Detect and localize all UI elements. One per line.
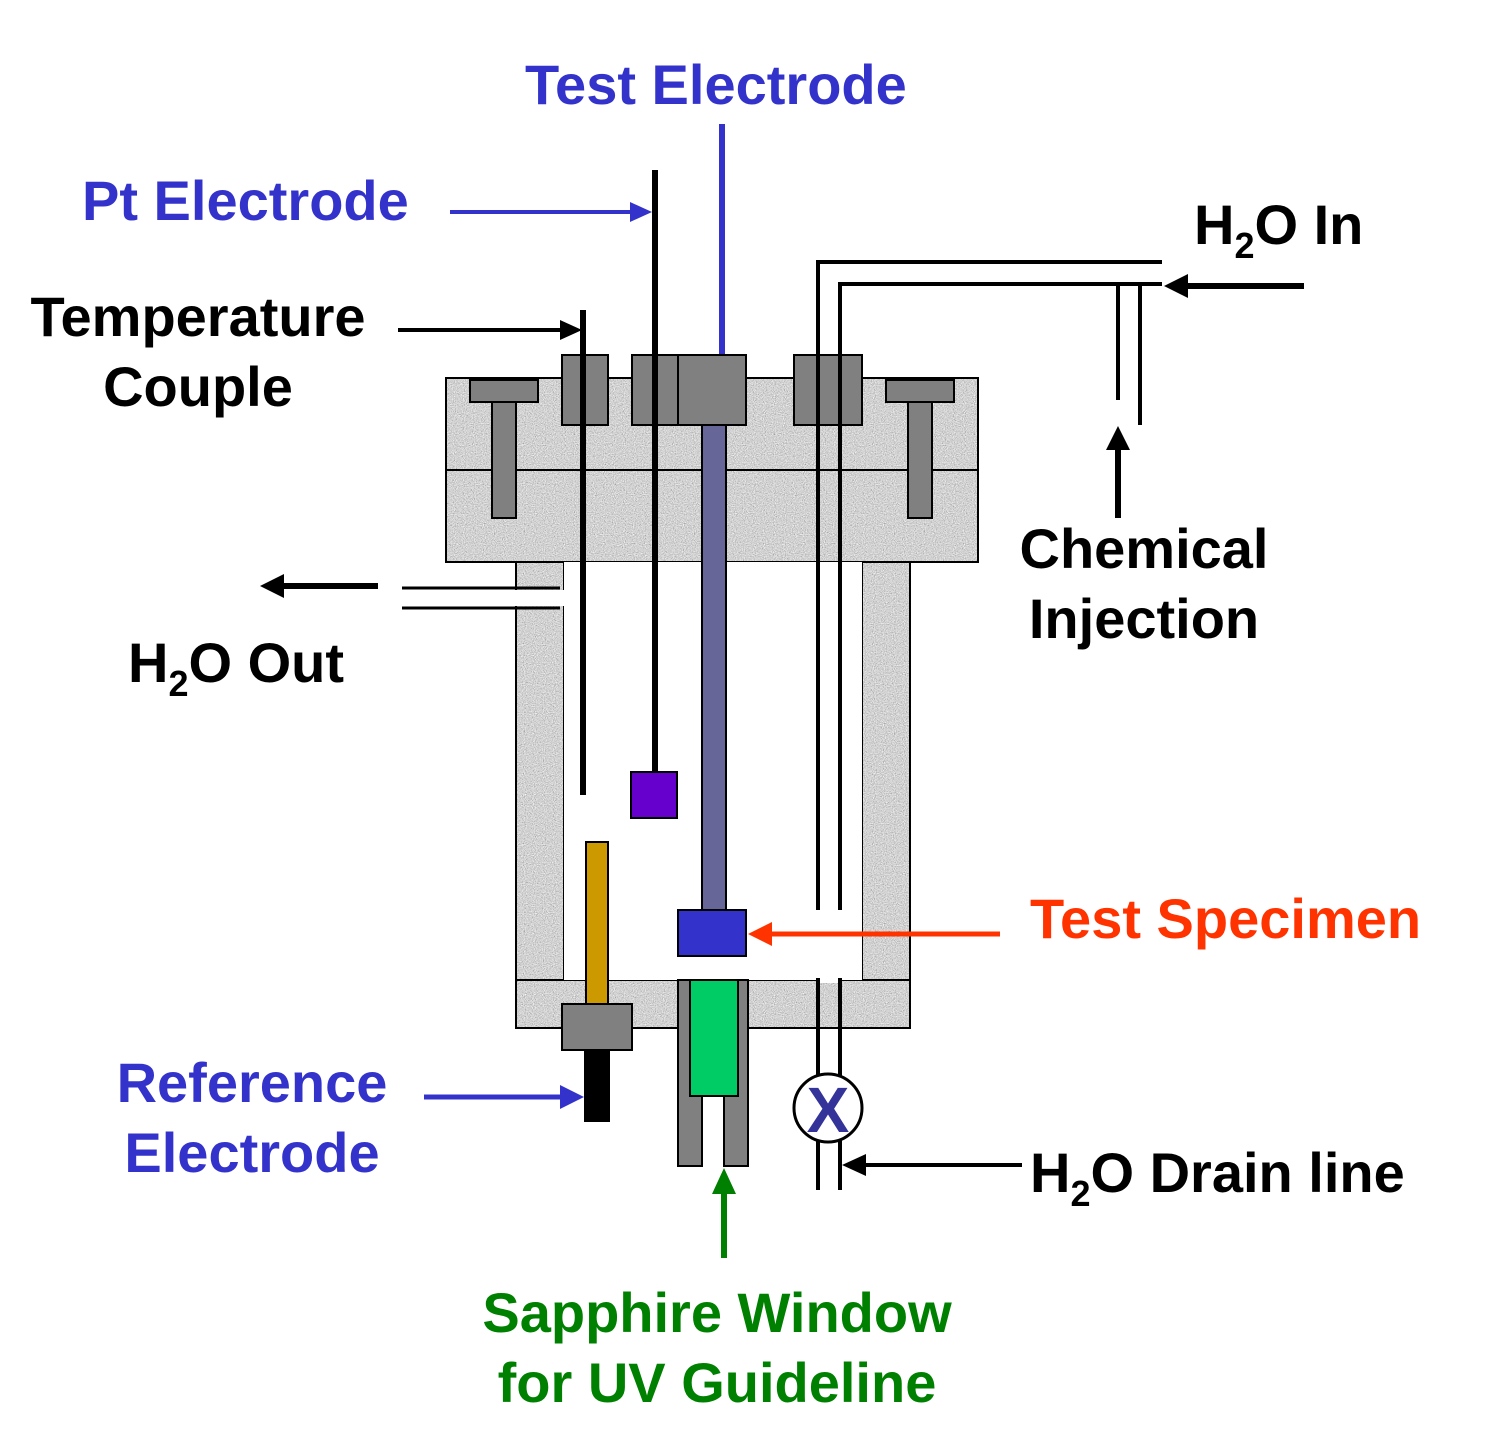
h2o-in-fitting (793, 354, 863, 426)
label-temperature-couple-line1: Temperature (30, 285, 366, 348)
label-chemical-injection-line1: Chemical (1019, 517, 1269, 580)
pt-electrode-arrow (450, 202, 652, 222)
label-h2o-out-h: H (128, 631, 169, 694)
drain-valve (792, 1072, 864, 1144)
label-pt-electrode: Pt Electrode (82, 169, 409, 232)
test-specimen-arrow (748, 922, 1000, 946)
label-reference-electrode-line1: Reference (116, 1051, 388, 1114)
label-test-specimen: Test Specimen (1030, 887, 1422, 950)
label-sapphire-window-line1: Sapphire Window (482, 1281, 952, 1344)
reference-electrode-arrow (424, 1085, 584, 1109)
lid-bolt-left (469, 379, 539, 519)
label-h2o-in: H2O In (1194, 190, 1363, 267)
label-test-electrode: Test Electrode (525, 53, 907, 116)
drain-valve-mark: X (807, 1074, 850, 1146)
label-h2o-out-rest: O Out (188, 631, 345, 694)
label-reference-electrode-line2: Electrode (124, 1121, 380, 1184)
test-specimen-block (677, 909, 747, 957)
label-temperature-couple-line2: Couple (103, 355, 293, 418)
chemical-injection-tube (1116, 284, 1142, 425)
label-h2o-drain-line: H2O Drain line (1030, 1138, 1405, 1215)
label-h2o-out-subscript: 2 (168, 663, 189, 704)
h2o-out-arrow (260, 574, 378, 598)
label-h2o-in-h: H (1194, 193, 1235, 256)
h2o-in-arrow (1164, 274, 1304, 298)
label-sapphire-window: Sapphire Window for UV Guideline (410, 1278, 1024, 1418)
label-h2o-in-rest: O In (1254, 193, 1364, 256)
reference-electrode-body (584, 1050, 610, 1122)
label-chemical-injection-line2: Injection (1028, 587, 1260, 650)
h2o-out-pipe (402, 586, 564, 610)
temperature-couple-arrow (398, 320, 582, 340)
sapphire-window-arrow (712, 1168, 736, 1258)
h2o-in-tube (816, 260, 1162, 910)
label-h2o-out: H2O Out (128, 628, 344, 705)
label-h2o-drain-subscript: 2 (1070, 1173, 1091, 1214)
label-sapphire-window-line2: for UV Guideline (497, 1351, 937, 1414)
label-h2o-in-subscript: 2 (1234, 225, 1255, 266)
vessel-left-wall (515, 561, 565, 981)
pt-electrode-tip (630, 771, 678, 819)
reference-electrode-fitting (561, 1003, 633, 1051)
label-h2o-drain-rest: O Drain line (1090, 1141, 1405, 1204)
lid-bolt-right (885, 379, 955, 519)
label-h2o-drain-h: H (1030, 1141, 1071, 1204)
label-reference-electrode: Reference Electrode (96, 1048, 408, 1188)
drain-line-arrow (842, 1154, 1022, 1176)
label-temperature-couple: Temperature Couple (10, 282, 386, 422)
label-chemical-injection: Chemical Injection (996, 514, 1292, 654)
test-electrode-fitting (677, 354, 747, 426)
vessel-right-wall (861, 561, 911, 981)
reference-electrode-rod (585, 841, 609, 1005)
sapphire-window (689, 979, 739, 1097)
chemical-injection-arrow (1106, 426, 1130, 518)
test-electrode-rod (701, 424, 727, 913)
